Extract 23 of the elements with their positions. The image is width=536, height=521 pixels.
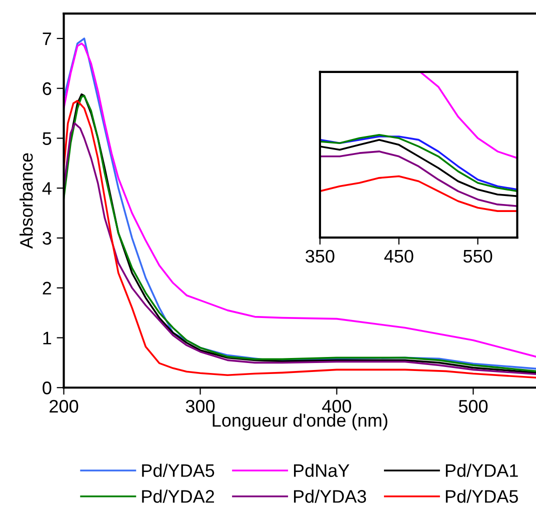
y-tick-label: 6 [42,82,52,96]
legend-label: Pd/YDA1 [446,464,518,477]
x-tick-label: 200 [50,400,78,413]
x-tick-label: 300 [186,400,215,413]
x-tick-label: 400 [322,400,352,413]
y-axis-title: Absorbance [20,153,33,249]
y-tick-label: 4 [42,182,52,195]
x-tick-label: 350 [306,250,334,263]
x-tick-label: 550 [463,250,492,263]
x-tick-label: 450 [384,250,414,263]
legend-label: PdNaY [294,464,350,477]
x-tick-label: 500 [458,400,488,413]
y-tick-label: 3 [42,232,52,245]
legend-label: Pd/YDA2 [142,490,214,503]
legend-label: Pd/YDA5 [446,490,518,503]
legend-label: Pd/YDA5 [142,464,214,477]
y-tick-label: 0 [42,382,52,394]
y-tick-label: 5 [42,132,52,145]
y-tick-label: 7 [42,32,52,46]
y-tick-label: 2 [42,282,52,294]
y-tick-label: 1 [43,332,52,344]
legend-label: Pd/YDA3 [294,490,366,503]
x-axis-title: Longueur d'onde (nm) [212,413,388,430]
